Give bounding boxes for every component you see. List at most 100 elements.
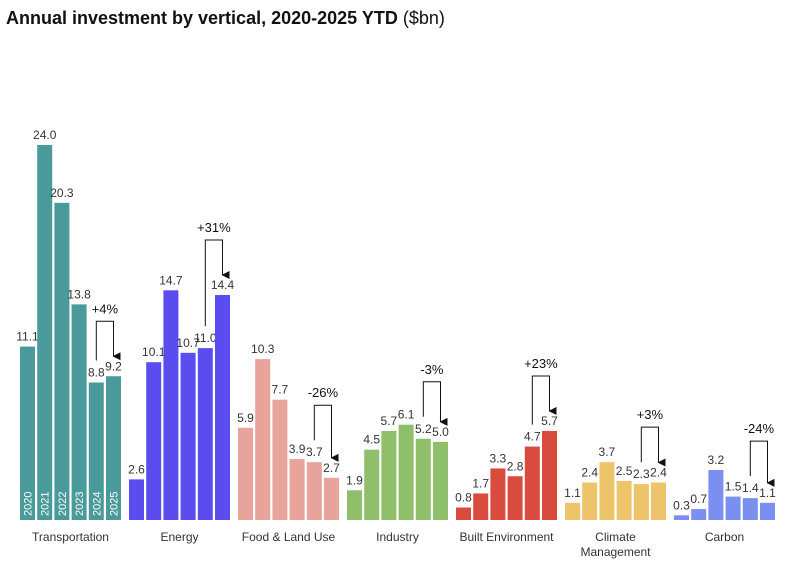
bar xyxy=(490,468,506,520)
bar xyxy=(146,362,162,520)
bar xyxy=(674,515,689,520)
value-label: 0.3 xyxy=(673,498,690,512)
year-label: 2024 xyxy=(91,492,103,516)
bar xyxy=(306,462,322,520)
value-label: 2.3 xyxy=(633,467,650,481)
bar xyxy=(415,438,431,520)
bar xyxy=(725,496,741,520)
change-bracket xyxy=(204,239,230,327)
value-label: 5.9 xyxy=(237,411,254,425)
value-label: 0.7 xyxy=(690,492,707,506)
bar xyxy=(616,480,632,520)
category-label: Food & Land Use xyxy=(241,530,336,544)
value-label: 5.0 xyxy=(432,425,449,439)
change-bracket xyxy=(95,320,121,361)
category-label: Built Environment xyxy=(459,530,554,544)
change-bracket xyxy=(640,426,666,467)
bar xyxy=(129,479,144,520)
change-label: -26% xyxy=(308,385,339,400)
bar xyxy=(381,430,397,520)
value-label: 14.7 xyxy=(159,273,183,287)
bar xyxy=(599,462,615,520)
value-label: 1.1 xyxy=(759,486,776,500)
category-label: Carbon xyxy=(704,530,745,544)
change-bracket xyxy=(422,381,448,426)
bar xyxy=(163,290,179,520)
value-label: 13.8 xyxy=(67,287,91,301)
category-label: Climate Management xyxy=(580,530,651,559)
bar xyxy=(760,502,775,520)
bar xyxy=(433,441,448,520)
bar xyxy=(742,498,758,520)
value-label: 10.1 xyxy=(142,345,166,359)
value-label: 20.3 xyxy=(50,186,74,200)
value-label: 10.3 xyxy=(251,342,275,356)
change-bracket xyxy=(313,404,339,462)
bar xyxy=(324,477,339,520)
value-label: 8.8 xyxy=(88,366,105,380)
bar xyxy=(651,482,666,520)
bar xyxy=(71,304,87,520)
bar xyxy=(272,399,288,520)
value-label: 1.4 xyxy=(742,481,759,495)
value-label: 6.1 xyxy=(398,408,415,422)
change-label: +3% xyxy=(637,407,664,422)
bar xyxy=(20,346,35,520)
value-label: 3.7 xyxy=(306,445,323,459)
change-label: -3% xyxy=(420,362,444,377)
year-label: 2022 xyxy=(57,492,69,516)
bar xyxy=(524,446,540,520)
value-label: 9.2 xyxy=(105,359,122,373)
change-label: -24% xyxy=(744,421,775,436)
bar xyxy=(238,427,253,520)
bar xyxy=(289,459,305,520)
value-label: 4.7 xyxy=(524,430,541,444)
bar xyxy=(582,482,598,520)
bar xyxy=(473,493,489,520)
bar xyxy=(398,424,414,520)
change-label: +31% xyxy=(197,220,231,235)
change-label: +23% xyxy=(524,356,558,371)
unit: ($bn) xyxy=(402,8,445,28)
value-label: 10.7 xyxy=(176,336,200,350)
category-label: Energy xyxy=(160,530,199,544)
chart-title: Annual investment by vertical, 2020-2025… xyxy=(6,8,398,28)
value-label: 2.7 xyxy=(323,461,340,475)
bar xyxy=(106,376,121,520)
value-label: 1.1 xyxy=(564,486,581,500)
chart-title-wrap: Annual investment by vertical, 2020-2025… xyxy=(6,8,445,29)
value-label: 3.9 xyxy=(289,442,306,456)
value-label: 24.0 xyxy=(33,128,57,142)
change-label: +4% xyxy=(92,301,119,316)
category-label: Industry xyxy=(376,530,419,544)
value-label: 1.5 xyxy=(725,480,742,494)
bar xyxy=(88,382,104,520)
bar xyxy=(565,502,580,520)
value-label: 0.8 xyxy=(455,491,472,505)
bar xyxy=(197,348,213,520)
bar xyxy=(347,490,362,520)
change-bracket xyxy=(531,375,557,425)
value-label: 3.3 xyxy=(490,451,507,465)
bar xyxy=(37,145,53,520)
year-label: 2020 xyxy=(23,492,35,516)
bar xyxy=(542,430,557,520)
bar xyxy=(54,202,70,520)
value-label: 5.7 xyxy=(381,414,398,428)
year-label: 2025 xyxy=(109,492,121,516)
bar xyxy=(507,476,523,520)
bar xyxy=(364,449,380,520)
value-label: 14.4 xyxy=(211,278,235,292)
bar xyxy=(456,507,471,520)
year-label: 2021 xyxy=(40,492,52,516)
value-label: 11.1 xyxy=(16,330,39,344)
bar xyxy=(215,295,230,520)
value-label: 1.9 xyxy=(346,473,363,487)
bar xyxy=(708,470,724,520)
value-label: 2.5 xyxy=(616,464,633,478)
value-label: 5.2 xyxy=(415,422,432,436)
bar xyxy=(691,509,707,520)
bar xyxy=(633,484,649,520)
